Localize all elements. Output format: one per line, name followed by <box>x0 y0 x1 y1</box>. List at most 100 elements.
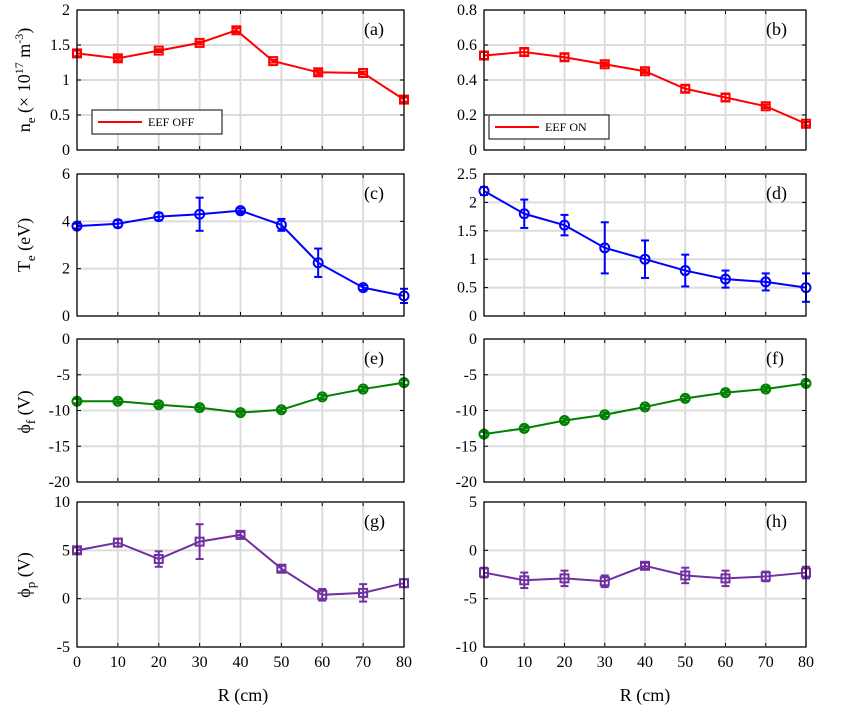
panel-f: -20 -15 -10 -5 0 (f) <box>456 331 812 491</box>
y-tick-label: 2 <box>62 261 70 278</box>
ylabel-phip-sub: p <box>23 582 38 589</box>
axes-frame <box>483 9 807 151</box>
data-point <box>153 399 165 411</box>
y-tick-label: -10 <box>456 639 477 656</box>
data-point <box>680 570 691 581</box>
y-tick-label: 0.2 <box>457 107 477 124</box>
data-point <box>760 276 772 288</box>
data-point <box>112 395 124 407</box>
y-tick-label: 0 <box>62 142 70 159</box>
ylabel-phip-unit: (V) <box>14 552 35 577</box>
y-tick-label: -20 <box>49 474 70 491</box>
ylabel-ne-paren: (× 10 <box>14 74 35 113</box>
x-tick-label: 10 <box>110 654 126 671</box>
data-point <box>640 560 650 571</box>
data-point <box>194 37 205 48</box>
y-tick-label: -10 <box>456 403 477 420</box>
y-tick-label: 0 <box>469 308 477 325</box>
data-point <box>679 265 691 277</box>
data-point <box>518 208 530 220</box>
xlabel-left: R (cm) <box>218 685 268 706</box>
data-point <box>679 392 691 404</box>
ylabel-phif-unit: (V) <box>14 390 35 415</box>
y-tick-label: 0.8 <box>457 2 477 19</box>
x-tick-label: 20 <box>151 654 167 671</box>
panel-d: 0 0.5 1 1.5 2 2.5 (d) <box>457 166 812 325</box>
y-tick-label: 0 <box>62 591 70 608</box>
data-point <box>317 589 328 600</box>
data-point <box>358 68 369 78</box>
panel-a: 0 0.5 1 1.5 2 (a) EEF OFF <box>50 2 409 159</box>
data-point <box>231 25 242 36</box>
data-point <box>112 218 124 230</box>
axes-frame <box>483 338 807 483</box>
y-tick-label: 2 <box>62 2 70 19</box>
ylabel-phif-base: ϕ <box>14 424 34 433</box>
ylabel-phif: ϕf (V) <box>14 390 38 433</box>
x-tick-label: 60 <box>314 654 330 671</box>
ylabel-te-sub: e <box>23 255 38 261</box>
data-point <box>599 242 611 254</box>
data-point <box>275 219 287 231</box>
x-tick-label: 0 <box>480 654 488 671</box>
ylabel-ne: ne (× 1017 m-3) <box>12 28 38 132</box>
data-point <box>720 273 731 285</box>
panel-label-g: (g) <box>364 511 385 532</box>
y-tick-label: -5 <box>464 591 477 608</box>
y-tick-label: 4 <box>62 213 70 230</box>
data-point <box>640 66 650 77</box>
data-point <box>313 67 324 78</box>
x-tick-label: 70 <box>355 654 371 671</box>
xlabel-right: R (cm) <box>620 685 670 706</box>
x-tick-label: 60 <box>718 654 734 671</box>
data-point <box>235 529 246 540</box>
y-tick-label: 0 <box>469 142 477 159</box>
data-point <box>559 415 570 427</box>
ylabel-te-base: T <box>14 261 34 272</box>
axes-frame <box>483 173 807 317</box>
ylabel-te-unit: (eV) <box>14 218 35 251</box>
axes-frame <box>76 173 405 317</box>
legend-text: EEF ON <box>545 120 587 134</box>
data-point <box>357 282 369 294</box>
data-point <box>112 537 123 548</box>
data-point <box>194 402 206 414</box>
y-tick-label: 1.5 <box>50 37 70 54</box>
panel-e: -20 -15 -10 -5 0 (e) <box>49 331 410 491</box>
y-tick-label: 1 <box>62 72 70 89</box>
legend-text: EEF OFF <box>148 115 195 129</box>
data-point <box>599 576 610 587</box>
data-point <box>268 56 279 67</box>
x-tick-label: 0 <box>73 654 81 671</box>
data-point <box>276 563 287 574</box>
panel-label-c: (c) <box>364 183 384 204</box>
panel-b: 0 0.2 0.4 0.6 0.8 (b) EEF ON <box>457 2 811 159</box>
data-point <box>275 404 287 416</box>
legend-a: EEF OFF <box>91 109 223 135</box>
x-tick-label: 10 <box>516 654 532 671</box>
y-tick-label: -5 <box>464 367 477 384</box>
y-tick-label: -5 <box>57 639 70 656</box>
y-tick-label: 2 <box>469 194 477 211</box>
x-tick-label: 80 <box>396 654 412 671</box>
y-tick-label: 0 <box>62 308 70 325</box>
y-tick-label: 0.4 <box>457 72 477 89</box>
data-point <box>559 219 570 231</box>
data-point <box>599 409 611 421</box>
axes-frame <box>76 9 405 151</box>
data-point <box>599 59 610 70</box>
y-tick-label: -15 <box>49 438 70 455</box>
panel-label-f: (f) <box>766 348 784 369</box>
axes-frame <box>76 338 405 483</box>
axes-frame <box>483 501 807 648</box>
data-point <box>153 211 165 223</box>
ylabel-ne-unit-exp: -3 <box>12 34 26 44</box>
ylabel-ne-unit: m <box>14 44 34 63</box>
y-tick-label: -15 <box>456 438 477 455</box>
ylabel-ne-sub: e <box>23 117 38 123</box>
ylabel-ne-exp: 17 <box>12 62 26 74</box>
data-point <box>235 205 246 217</box>
panel-label-b: (b) <box>766 19 787 40</box>
